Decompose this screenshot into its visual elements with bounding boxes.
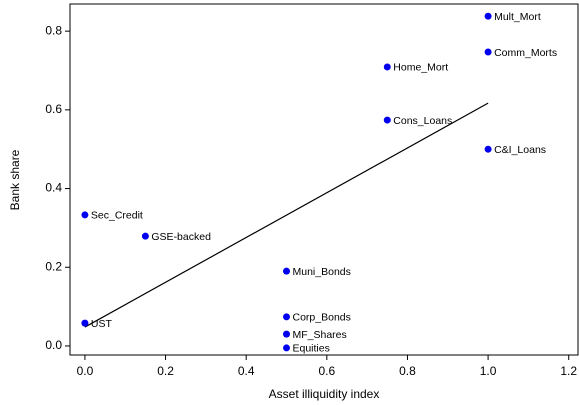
point-label: Cons_Loans: [393, 115, 452, 127]
point-label: C&I_Loans: [494, 144, 546, 156]
fit-line: [84, 102, 489, 328]
point: [141, 232, 149, 240]
x-axis-title: Asset illiquidity index: [269, 387, 380, 401]
x-tick-label: 0.2: [157, 364, 174, 378]
point: [283, 330, 291, 338]
plot-frame: [69, 3, 579, 356]
x-tick-label: 0.4: [238, 364, 255, 378]
y-tick-label: 0.6: [45, 102, 62, 116]
y-tick-label: 0.8: [45, 23, 62, 37]
y-tick-label: 0.0: [45, 338, 62, 352]
point-label: Sec_Credit: [91, 210, 143, 222]
x-tick-label: 0.0: [77, 364, 94, 378]
point-label: Comm_Morts: [494, 47, 557, 59]
point-label: Muni_Bonds: [293, 266, 351, 278]
point: [81, 211, 89, 219]
point: [283, 344, 291, 352]
point: [484, 145, 492, 153]
point: [383, 63, 391, 71]
y-tick-label: 0.4: [45, 181, 62, 195]
point-label: Mult_Mort: [494, 11, 541, 23]
point-label: UST: [91, 318, 113, 330]
point: [283, 313, 291, 321]
y-tick-label: 0.2: [45, 259, 62, 273]
x-tick-label: 0.6: [318, 364, 335, 378]
point-label: Home_Mort: [393, 62, 448, 74]
point-label: Equities: [293, 343, 330, 355]
x-tick-label: 0.8: [399, 364, 416, 378]
point-label: MF_Shares: [293, 329, 347, 341]
point: [383, 116, 391, 124]
x-tick-label: 1.2: [560, 364, 577, 378]
point: [484, 48, 492, 56]
x-tick-label: 1.0: [480, 364, 497, 378]
point-label: Corp_Bonds: [293, 312, 351, 324]
point-label: GSE-backed: [151, 231, 211, 243]
y-axis-title: Bank share: [8, 149, 22, 210]
point: [283, 267, 291, 275]
point: [81, 319, 89, 327]
point: [484, 12, 492, 20]
